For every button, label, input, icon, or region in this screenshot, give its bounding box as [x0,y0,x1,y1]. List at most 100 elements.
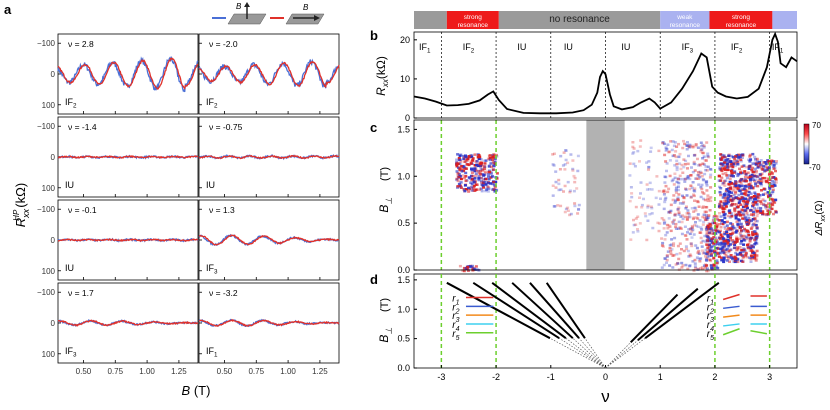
heatmap-pixel [725,230,729,233]
heatmap-pixel [749,186,753,190]
heatmap-pixel [767,167,771,171]
heatmap-pixel [632,147,636,150]
heatmap-pixel [490,175,494,178]
heatmap-pixel [553,205,557,208]
heatmap-pixel [662,263,666,267]
heatmap-pixel [719,179,723,182]
heatmap-pixel [754,171,758,174]
heatmap-pixel [710,266,714,270]
heatmap-pixel [735,229,739,233]
heatmap-pixel [684,159,688,163]
heatmap-pixel [729,169,733,173]
heatmap-pixel [472,178,476,181]
heatmap-pixel [739,234,743,237]
heatmap-pixel [683,163,687,166]
heatmap-pixel [475,163,479,167]
heatmap-pixel [735,186,739,189]
y-tick-label: 100 [42,101,56,110]
heatmap-pixel [749,158,753,161]
heatmap-pixel [493,186,497,189]
heatmap-pixel [728,180,732,184]
heatmap-pixel [715,261,719,265]
heatmap-pixel [737,220,741,223]
heatmap-pixel [638,145,642,148]
heatmap-pixel [755,157,759,161]
heatmap-pixel [775,160,778,163]
heatmap-pixel [660,237,664,240]
heatmap-pixel [768,166,771,169]
heatmap-pixel [702,192,706,195]
heatmap-pixel [480,172,484,176]
heatmap-pixel [771,200,775,203]
heatmap-pixel [668,174,672,178]
heatmap-pixel [730,204,734,207]
heatmap-pixel [487,172,491,176]
heatmap-pixel [727,243,731,246]
heatmap-pixel [692,216,696,219]
heatmap-pixel [706,246,710,250]
heatmap-pixel [674,191,678,194]
heatmap-pixel [731,225,735,228]
heatmap-pixel [462,188,466,191]
heatmap-pixel [479,169,483,173]
legend-arrowhead-inplane [314,15,320,21]
heatmap-pixel [738,232,742,235]
heatmap-pixel [712,244,716,247]
heatmap-pixel [456,172,460,175]
heatmap-pixel [678,242,682,245]
heatmap-pixel [703,198,707,202]
colorbar-min: -70 [809,163,821,172]
heatmap-pixel [466,265,470,269]
heatmap-pixel [701,223,705,226]
heatmap-pixel [756,206,760,210]
heatmap-pixel [640,206,644,209]
heatmap-pixel [680,261,684,265]
heatmap-pixel [693,223,697,227]
heatmap-pixel [723,250,727,253]
heatmap-pixel [562,151,566,154]
heatmap-pixel [654,196,658,200]
heatmap-pixel [557,188,561,192]
heatmap-pixel [690,166,693,169]
heatmap-pixel [663,153,667,157]
heatmap-pixel [733,226,737,230]
heatmap-pixel [729,222,733,225]
heatmap-pixel [700,145,703,148]
heatmap-pixel [470,189,474,192]
panel-d-yunit: (T) [379,298,391,312]
heatmap-pixel [755,169,758,173]
heatmap-pixel [712,242,716,245]
heatmap-pixel [646,204,650,208]
heatmap-pixel [673,212,677,216]
x-tick-label: -2 [492,372,500,382]
heatmap-pixel [707,254,711,258]
heatmap-pixel [672,194,676,197]
heatmap-pixel [771,198,775,201]
heatmap-pixel [469,159,473,163]
heatmap-pixel [470,186,474,189]
heatmap-pixel [487,164,491,168]
heatmap-pixel [714,238,718,242]
heatmap-pixel [492,164,496,168]
heatmap-pixel [723,168,727,171]
heatmap-pixel [660,244,664,247]
panel-c-yunit: (T) [379,167,391,181]
heatmap-pixel [671,222,675,225]
heatmap-pixel [743,217,747,220]
heatmap-pixel [682,196,686,199]
heatmap-pixel [742,248,746,252]
heatmap-pixel [672,244,675,248]
nu-label: ν = -0.1 [68,205,97,215]
heatmap-pixel [494,180,498,184]
heatmap-pixel [741,154,745,157]
heatmap-pixel [471,269,475,272]
heatmap-pixel [493,184,497,187]
heatmap-pixel [749,192,753,195]
heatmap-pixel [774,181,778,184]
heatmap-pixel [577,203,581,207]
heatmap-pixel [762,187,766,191]
heatmap-pixel [638,160,641,163]
heatmap-pixel [698,267,702,270]
heatmap-pixel [757,179,761,182]
heatmap-pixel [716,251,720,255]
